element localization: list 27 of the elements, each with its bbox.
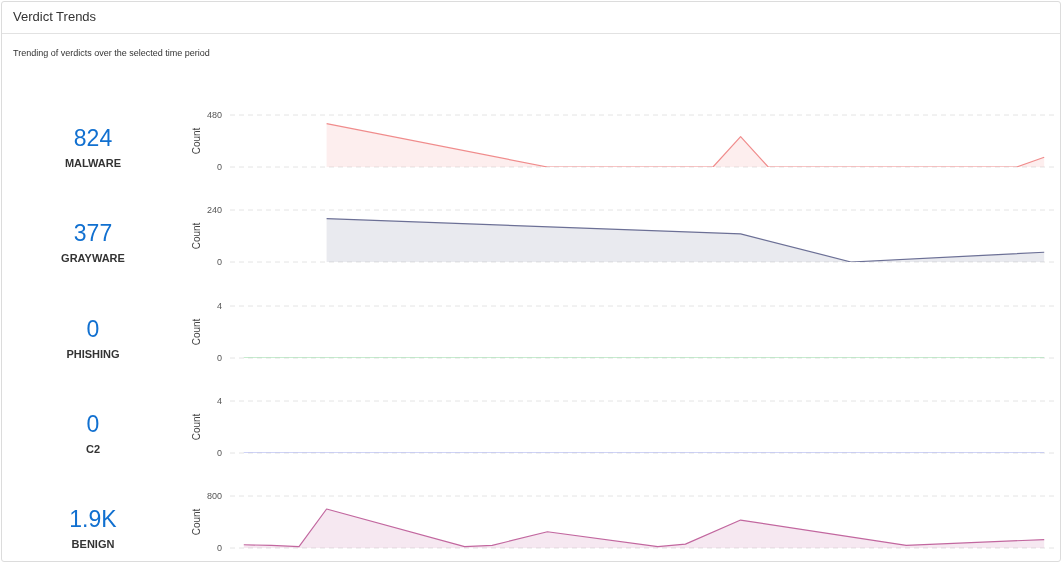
y-axis-title: Count xyxy=(190,127,202,155)
text: 377 xyxy=(72,219,114,248)
text: Verdict Trends xyxy=(13,9,97,25)
text: Trending of verdicts over the selected time period xyxy=(13,47,210,59)
text: 1.9K xyxy=(68,505,118,533)
text: PHISHING xyxy=(65,346,121,361)
y-axis-title: Count xyxy=(190,222,202,250)
y-axis-title: Count xyxy=(190,317,202,345)
y-tick-label: 0 xyxy=(216,257,222,268)
text: GRAYWARE xyxy=(60,251,126,266)
y-tick-label: 240 xyxy=(206,205,222,216)
y-axis-title: Count xyxy=(190,508,202,536)
text: MALWARE xyxy=(63,156,123,170)
y-tick-label: 480 xyxy=(206,110,222,121)
text: 0 xyxy=(85,409,101,438)
y-tick-label: 0 xyxy=(216,447,222,458)
y-tick-label: 800 xyxy=(206,491,222,502)
text: C2 xyxy=(84,441,102,456)
text: BENIGN xyxy=(70,537,116,551)
y-tick-label: 0 xyxy=(216,543,222,554)
y-tick-label: 4 xyxy=(216,300,222,311)
y-axis-title: Count xyxy=(190,413,202,441)
text: 824 xyxy=(72,124,114,152)
y-tick-label: 0 xyxy=(216,352,222,363)
y-tick-label: 0 xyxy=(216,162,222,173)
text: 0 xyxy=(85,314,101,343)
y-tick-label: 4 xyxy=(216,395,222,406)
